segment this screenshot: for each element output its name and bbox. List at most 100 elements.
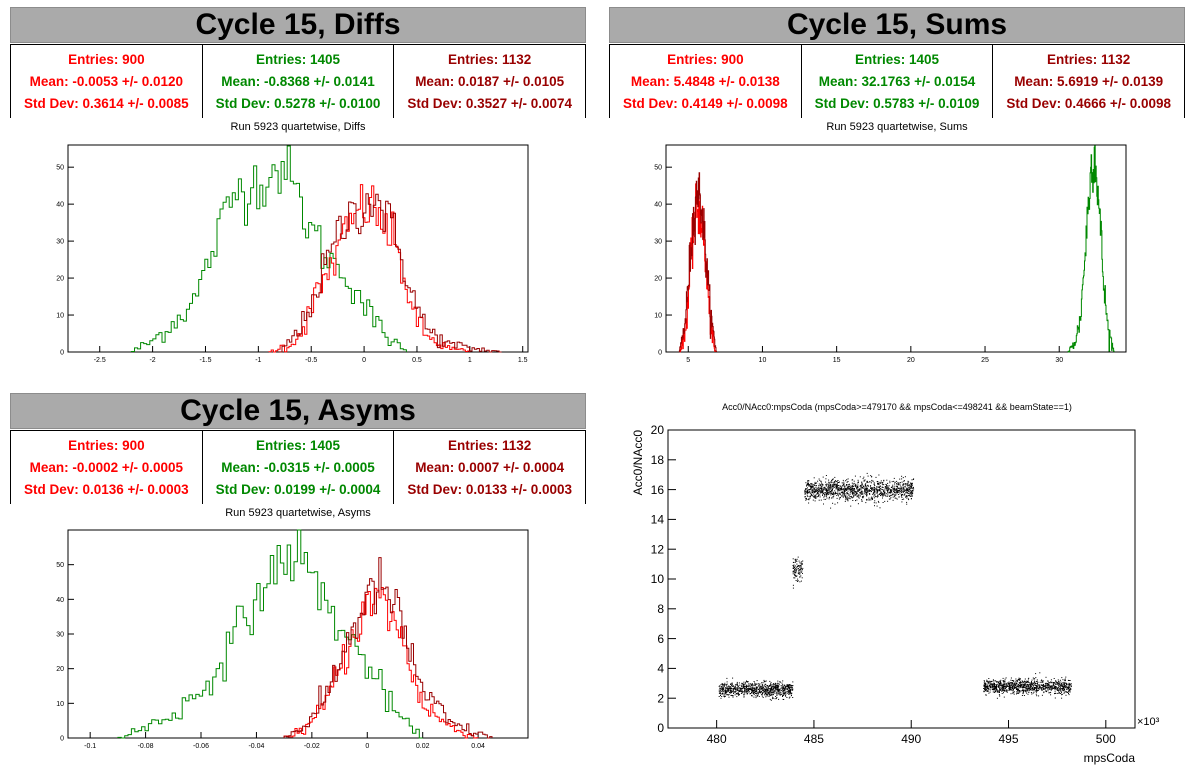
scatter-point	[1016, 692, 1018, 694]
scatter-point	[752, 685, 754, 687]
scatter-point	[890, 490, 892, 492]
scatter-point	[764, 693, 766, 694]
scatter-point	[1021, 685, 1023, 687]
scatter-point	[810, 494, 812, 495]
scatter-point	[1027, 687, 1029, 689]
scatter-point	[789, 689, 791, 691]
scatter-point	[994, 691, 996, 693]
scatter-point	[751, 692, 752, 694]
scatter-point	[1006, 691, 1008, 693]
scatter-point	[772, 694, 774, 696]
scatter-point	[859, 489, 861, 491]
scatter-point	[788, 684, 790, 685]
scatter-point	[806, 495, 808, 497]
scatter-point	[870, 499, 872, 501]
scatter-point	[904, 483, 906, 485]
scatter-point	[849, 487, 851, 489]
scatter-point	[1064, 688, 1065, 690]
x-tick-label: 20	[907, 357, 915, 364]
scatter-point	[731, 688, 733, 690]
scatter-point	[795, 569, 797, 571]
scatter-point	[1065, 691, 1067, 693]
scatter-point	[733, 685, 735, 687]
scatter-point	[778, 698, 780, 700]
x-tick-label: 0.04	[471, 743, 485, 750]
scatter-point	[997, 691, 999, 693]
scatter-point	[722, 683, 724, 685]
scatter-point	[833, 485, 835, 486]
scatter-point	[911, 485, 913, 487]
scatter-point	[737, 687, 739, 689]
scatter-point	[870, 475, 872, 477]
scatter-point	[764, 690, 766, 692]
scatter-point	[985, 689, 987, 691]
scatter-point	[794, 561, 796, 563]
scatter-point	[789, 693, 791, 695]
scatter-point	[906, 503, 908, 505]
scatter-point	[793, 564, 795, 566]
scatter-point	[719, 685, 721, 687]
scatter-point	[995, 691, 997, 693]
scatter-point	[732, 691, 734, 693]
scatter-point	[1001, 689, 1003, 690]
scatter-point	[1003, 684, 1005, 686]
scatter-point	[1034, 681, 1036, 683]
scatter-point	[1034, 689, 1036, 691]
scatter-point	[1039, 672, 1041, 674]
scatter-point	[764, 689, 766, 690]
scatter-point	[856, 499, 858, 501]
scatter-point	[988, 692, 990, 694]
x-tick-label: 490	[901, 732, 921, 746]
scatter-point	[892, 484, 894, 486]
scatter-point	[817, 492, 819, 494]
scatter-point	[849, 498, 851, 500]
scatter-point	[1003, 680, 1005, 682]
scatter-point	[820, 487, 822, 489]
scatter-point	[986, 687, 988, 689]
scatter-point	[990, 686, 992, 688]
scatter-point	[1045, 690, 1046, 692]
scatter-point	[990, 683, 992, 685]
scatter-point	[766, 693, 768, 695]
scatter-point	[986, 691, 988, 692]
scatter-point	[767, 690, 768, 692]
scatter-point	[843, 494, 845, 496]
scatter-point	[766, 691, 768, 693]
scatter-point	[800, 571, 802, 573]
scatter-point	[730, 686, 732, 688]
scatter-point	[872, 480, 874, 482]
scatter-point	[829, 484, 831, 486]
sums-stats-col-1: Entries: 900 Mean: 5.4848 +/- 0.0138 Std…	[610, 45, 802, 118]
scatter-point	[729, 690, 731, 692]
scatter-point	[758, 696, 760, 697]
scatter-point	[856, 495, 858, 497]
scatter-point	[1031, 681, 1032, 683]
scatter-point	[857, 482, 859, 484]
scatter-point	[832, 484, 834, 486]
scatter-point	[897, 492, 899, 494]
scatter-point	[830, 507, 832, 509]
scatter-point	[878, 486, 880, 488]
scatter-point	[840, 497, 841, 499]
scatter-point	[782, 690, 784, 692]
scatter-point	[859, 476, 861, 478]
scatter-point	[1013, 691, 1015, 693]
scatter-point	[769, 692, 771, 694]
scatter-point	[807, 483, 809, 484]
scatter-point	[896, 484, 898, 486]
scatter-point	[781, 682, 783, 684]
scatter-point	[836, 484, 838, 486]
scatter-point	[1045, 683, 1047, 685]
scatter-point	[1034, 687, 1036, 689]
scatter-point	[846, 479, 848, 481]
scatter-point	[911, 494, 913, 496]
scatter-point	[829, 482, 831, 484]
scatter-point	[806, 484, 808, 486]
scatter-point	[776, 685, 778, 687]
scatter-point	[1028, 685, 1030, 687]
scatter-point	[842, 485, 844, 487]
diffs-stats-col-3: Entries: 1132 Mean: 0.0187 +/- 0.0105 St…	[394, 45, 585, 118]
scatter-point	[865, 493, 867, 495]
y-tick-label: 14	[651, 513, 665, 527]
scatter-point	[1016, 680, 1018, 682]
